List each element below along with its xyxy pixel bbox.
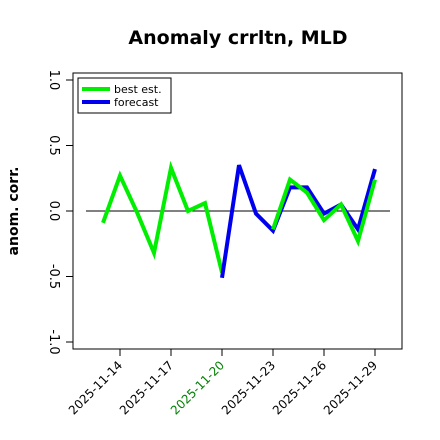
chart-title: Anomaly crrltn, MLD	[128, 27, 347, 49]
legend: best est. forecast	[77, 77, 172, 114]
x-tick-label: 2025-11-20	[168, 358, 227, 417]
x-tick-label: 2025-11-26	[270, 358, 329, 417]
x-tick-label: 2025-11-17	[117, 358, 176, 417]
series-line-best-est	[271, 176, 377, 247]
x-tick-label: 2025-11-29	[321, 358, 380, 417]
legend-box	[77, 77, 172, 114]
y-tick-label: -0.5	[46, 264, 61, 289]
series-layer	[101, 160, 377, 279]
x-tick-label: 2025-11-14	[66, 358, 125, 417]
y-axis-label: anom. corr.	[6, 167, 22, 256]
y-axis: 1.0 0.5 0.0 -0.5 -1.0	[46, 70, 73, 355]
y-tick-label: 0.0	[46, 201, 61, 222]
series-line-best-est	[101, 160, 224, 274]
y-tick-label: 0.5	[46, 135, 61, 156]
x-tick-label: 2025-11-23	[219, 358, 278, 417]
legend-label-best-est: best est.	[114, 83, 162, 96]
x-axis: 2025-11-142025-11-172025-11-202025-11-23…	[66, 349, 380, 417]
legend-label-forecast: forecast	[114, 96, 159, 109]
y-tick-label: -1.0	[46, 329, 61, 354]
y-tick-label: 1.0	[46, 70, 61, 91]
